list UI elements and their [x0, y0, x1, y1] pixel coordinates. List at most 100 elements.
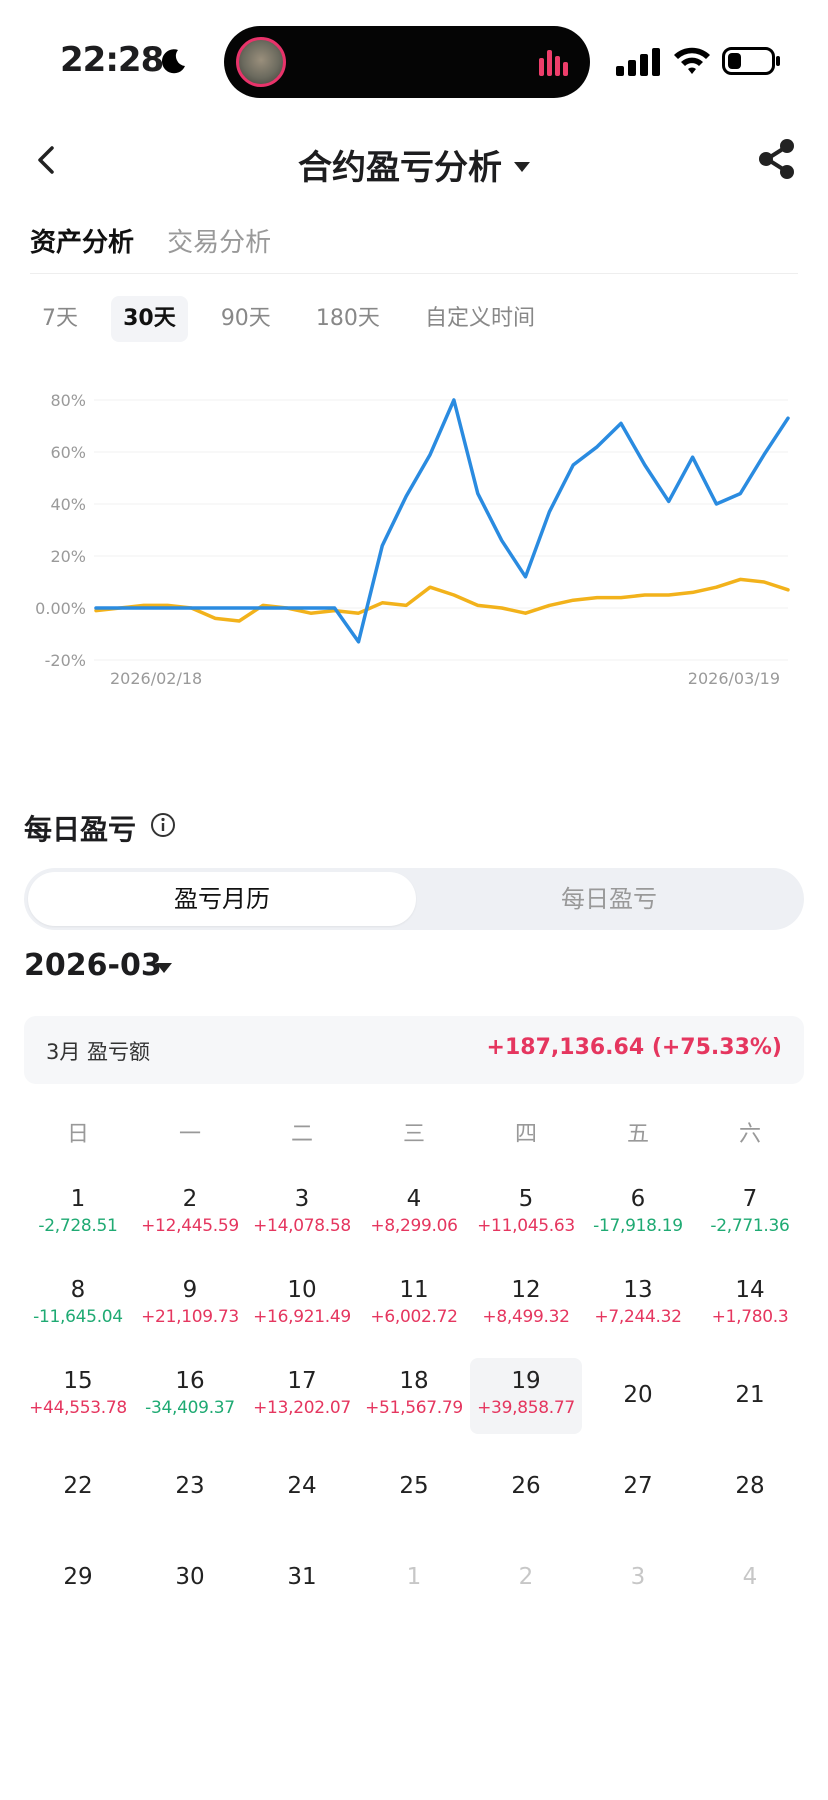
calendar-day[interactable]: 20	[582, 1358, 694, 1434]
tab-asset-analysis[interactable]: 资产分析	[30, 228, 135, 258]
calendar-day[interactable]: 22	[22, 1449, 134, 1525]
range-90d[interactable]: 90天	[220, 306, 271, 331]
day-pnl-value: -34,409.37	[145, 1398, 235, 1418]
calendar-day[interactable]: 26	[470, 1449, 582, 1525]
calendar-day[interactable]: 3 +14,078.58	[246, 1176, 358, 1252]
series-line-primary	[94, 398, 790, 644]
calendar-day[interactable]: 6 -17,918.19	[582, 1176, 694, 1252]
calendar-day[interactable]: 12 +8,499.32	[470, 1267, 582, 1343]
y-tick-label: 40%	[50, 495, 86, 514]
day-number: 20	[623, 1382, 653, 1408]
day-number: 22	[63, 1473, 93, 1499]
day-number: 7	[742, 1186, 758, 1212]
toggle-daily-pnl[interactable]: 每日盈亏	[561, 885, 657, 913]
weekday-label: 六	[738, 1122, 761, 1147]
page-title[interactable]: 合约盈亏分析	[0, 140, 828, 189]
calendar-day[interactable]: 7 -2,771.36	[694, 1176, 806, 1252]
day-pnl-value: +44,553.78	[29, 1398, 127, 1418]
day-pnl-value: +13,202.07	[253, 1398, 351, 1418]
dynamic-island[interactable]	[224, 26, 590, 98]
analysis-tabs: 资产分析 交易分析	[30, 222, 299, 276]
day-number: 28	[735, 1473, 765, 1499]
calendar-day[interactable]: 15 +44,553.78	[22, 1358, 134, 1434]
series-line-secondary	[94, 577, 790, 623]
calendar-day[interactable]: 31	[246, 1540, 358, 1616]
day-pnl-value: -17,918.19	[593, 1216, 683, 1236]
day-pnl-value: +51,567.79	[365, 1398, 463, 1418]
calendar-day[interactable]: 10 +16,921.49	[246, 1267, 358, 1343]
calendar-week-row: 8 -11,645.04 9 +21,109.73 10 +16,921.49 11 +6,0…	[22, 1261, 806, 1352]
x-tick-label: 2026/02/18	[110, 669, 202, 688]
view-toggle: 盈亏月历 每日盈亏	[24, 868, 804, 930]
calendar-day[interactable]: 16 -34,409.37	[134, 1358, 246, 1434]
day-pnl-value: +12,445.59	[141, 1216, 239, 1236]
day-number: 8	[70, 1277, 86, 1303]
day-number: 11	[399, 1277, 429, 1303]
day-number: 2	[518, 1564, 534, 1590]
calendar-day[interactable]: 9 +21,109.73	[134, 1267, 246, 1343]
calendar-day[interactable]: 29	[22, 1540, 134, 1616]
calendar-day[interactable]: 18 +51,567.79	[358, 1358, 470, 1434]
range-custom[interactable]: 自定义时间	[425, 306, 536, 331]
tab-trade-analysis[interactable]: 交易分析	[167, 228, 272, 258]
calendar-day[interactable]: 23	[134, 1449, 246, 1525]
day-number: 12	[511, 1277, 541, 1303]
calendar-day[interactable]: 14 +1,780.3	[694, 1267, 806, 1343]
day-pnl-value: +8,299.06	[370, 1216, 458, 1236]
calendar-day[interactable]: 19 +39,858.77	[470, 1358, 582, 1434]
moon-icon	[161, 49, 185, 74]
y-tick-label: 0.00%	[35, 599, 86, 618]
calendar-day[interactable]: 1 -2,728.51	[22, 1176, 134, 1252]
x-tick-label: 2026/03/19	[688, 669, 780, 688]
month-caret-down-icon[interactable]	[156, 963, 172, 973]
day-number: 1	[406, 1564, 422, 1590]
calendar-day: 1	[358, 1540, 470, 1616]
calendar-day[interactable]: 25	[358, 1449, 470, 1525]
day-number: 19	[511, 1368, 541, 1394]
day-pnl-value: +39,858.77	[477, 1398, 575, 1418]
calendar-day: 2	[470, 1540, 582, 1616]
day-number: 31	[287, 1564, 317, 1590]
calendar-day[interactable]: 11 +6,002.72	[358, 1267, 470, 1343]
day-pnl-value: -2,728.51	[38, 1216, 118, 1236]
y-tick-label: 60%	[50, 443, 86, 462]
day-number: 1	[70, 1186, 86, 1212]
calendar-day[interactable]: 17 +13,202.07	[246, 1358, 358, 1434]
calendar-day[interactable]: 13 +7,244.32	[582, 1267, 694, 1343]
back-arrow-icon[interactable]	[32, 140, 62, 180]
y-tick-label: -20%	[45, 651, 86, 670]
calendar-day[interactable]: 21	[694, 1358, 806, 1434]
calendar-day[interactable]: 2 +12,445.59	[134, 1176, 246, 1252]
pnl-line-chart[interactable]: 80% 60% 40% 20% 0.00% -20% 2026/02/18 2026/03/1…	[0, 370, 828, 750]
calendar-day[interactable]: 28	[694, 1449, 806, 1525]
pnl-calendar: 日 一 二 三 四 五 六 1 -2,728.51 2 +12,445.59 3 +14,078.58…	[22, 1100, 806, 1625]
calendar-day[interactable]: 4 +8,299.06	[358, 1176, 470, 1252]
toggle-pnl-calendar[interactable]: 盈亏月历	[28, 872, 416, 926]
range-7d[interactable]: 7天	[42, 306, 78, 331]
calendar-day[interactable]: 8 -11,645.04	[22, 1267, 134, 1343]
day-pnl-value: +14,078.58	[253, 1216, 351, 1236]
calendar-day[interactable]: 5 +11,045.63	[470, 1176, 582, 1252]
info-icon[interactable]	[150, 812, 176, 838]
share-icon[interactable]	[756, 138, 798, 180]
daily-pnl-title: 每日盈亏	[24, 813, 137, 846]
day-number: 10	[287, 1277, 317, 1303]
weekday-header: 日一二三四五六	[22, 1100, 806, 1170]
calendar-day[interactable]: 24	[246, 1449, 358, 1525]
weekday-label: 日	[66, 1122, 89, 1147]
page-title-text: 合约盈亏分析	[298, 148, 502, 188]
month-selector[interactable]: 2026-03	[24, 948, 162, 983]
day-number: 9	[182, 1277, 198, 1303]
time-range-selector: 7天 30天 90天 180天 自定义时间	[30, 296, 563, 342]
day-number: 4	[742, 1564, 758, 1590]
range-180d[interactable]: 180天	[315, 306, 380, 331]
calendar-day: 3	[582, 1540, 694, 1616]
day-pnl-value: +1,780.3	[711, 1307, 789, 1327]
day-pnl-value: +16,921.49	[253, 1307, 351, 1327]
calendar-day: 4	[694, 1540, 806, 1616]
weekday-label: 三	[402, 1122, 425, 1147]
range-30d[interactable]: 30天	[111, 296, 188, 342]
calendar-day[interactable]: 27	[582, 1449, 694, 1525]
calendar-day[interactable]: 30	[134, 1540, 246, 1616]
day-number: 24	[287, 1473, 317, 1499]
